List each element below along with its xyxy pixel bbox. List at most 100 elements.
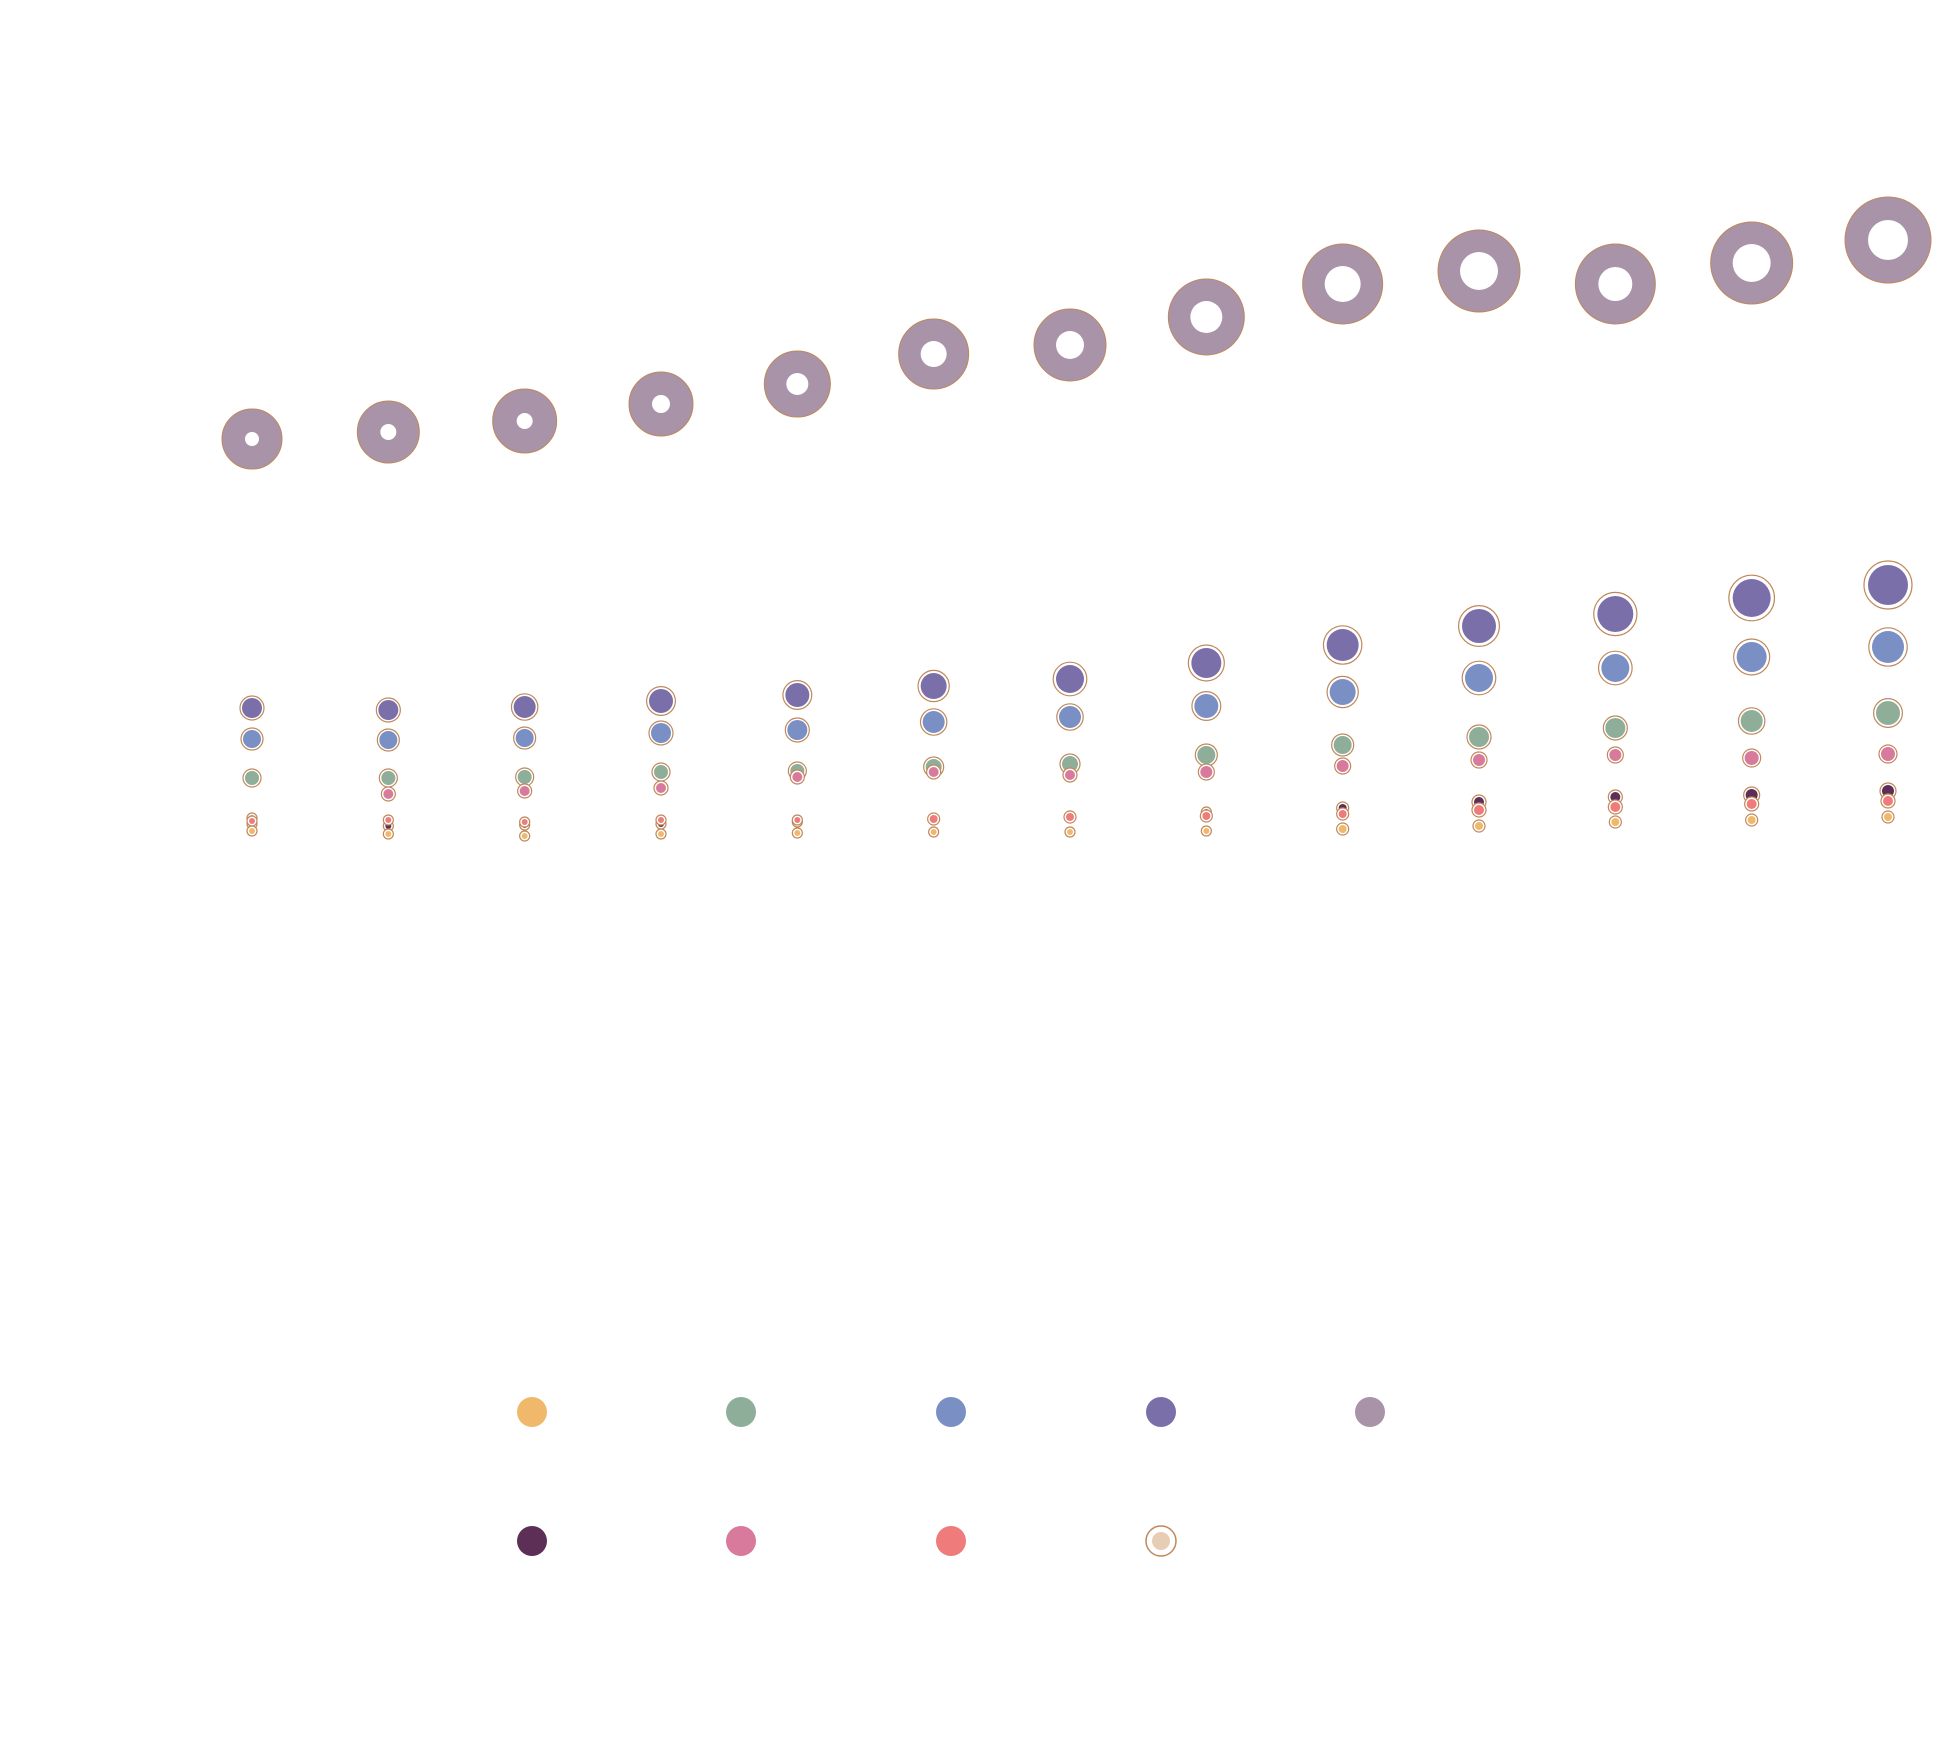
point-hole-mauve-11 [1598, 267, 1633, 301]
point-purple-1 [242, 698, 262, 718]
point-green-12 [1740, 710, 1763, 732]
point-blue-5 [787, 720, 808, 740]
point-green-11 [1605, 718, 1626, 738]
point-pink-8 [1200, 766, 1213, 778]
point-blue-13 [1872, 631, 1904, 663]
legend-swatch-0 [517, 1397, 547, 1427]
point-blue-4 [651, 723, 671, 743]
point-blue-6 [922, 711, 945, 733]
point-pink-7 [1065, 770, 1075, 780]
chart-marks [221, 196, 1932, 842]
point-plum-11 [1610, 792, 1621, 802]
point-coral-12 [1746, 799, 1757, 809]
point-hole-mauve-1 [245, 432, 259, 446]
series-coral [246, 793, 1896, 828]
point-pink-9 [1336, 760, 1349, 772]
point-green-13 [1876, 701, 1900, 725]
point-hole-mauve-4 [652, 395, 670, 413]
legend-swatch-5 [517, 1526, 547, 1556]
point-blue-11 [1601, 654, 1630, 682]
point-orange-11 [1611, 818, 1620, 826]
point-blue-12 [1736, 642, 1767, 672]
point-coral-11 [1610, 802, 1621, 812]
point-orange-6 [930, 829, 937, 835]
point-green-10 [1469, 727, 1489, 747]
point-blue-10 [1465, 664, 1493, 692]
series-pink [246, 744, 1898, 824]
point-purple-2 [378, 700, 399, 720]
point-pink-13 [1881, 747, 1895, 761]
point-green-8 [1197, 746, 1216, 764]
point-orange-12 [1747, 816, 1756, 824]
point-hole-mauve-7 [1056, 331, 1084, 359]
point-blue-3 [515, 729, 534, 747]
point-blue-2 [379, 731, 398, 749]
point-orange-13 [1884, 813, 1892, 821]
point-coral-13 [1883, 796, 1893, 806]
series-orange [246, 810, 1895, 842]
point-purple-4 [649, 689, 673, 713]
point-coral-2 [385, 817, 392, 823]
point-hole-mauve-5 [786, 373, 809, 395]
legend-swatch-1 [726, 1397, 756, 1427]
point-green-4 [654, 765, 668, 779]
point-coral-10 [1474, 805, 1484, 815]
point-coral-4 [658, 817, 664, 823]
point-coral-6 [929, 815, 938, 823]
point-purple-11 [1597, 596, 1634, 632]
point-purple-10 [1462, 609, 1496, 643]
point-blue-1 [243, 730, 261, 748]
legend-swatch-4 [1355, 1397, 1385, 1427]
legend-swatch-8 [1152, 1532, 1170, 1550]
point-coral-8 [1202, 812, 1211, 820]
series-blue [240, 627, 1908, 752]
point-pink-6 [928, 767, 939, 777]
point-pink-5 [792, 772, 803, 782]
point-orange-3 [521, 833, 528, 839]
point-hole-mauve-12 [1732, 244, 1771, 282]
point-pink-11 [1609, 749, 1622, 761]
point-orange-8 [1203, 828, 1210, 834]
legend-swatch-6 [726, 1526, 756, 1556]
point-plum-13 [1882, 785, 1894, 797]
point-hole-mauve-6 [920, 341, 947, 367]
point-green-9 [1333, 736, 1352, 754]
point-purple-9 [1326, 629, 1359, 661]
point-pink-3 [519, 786, 530, 796]
point-orange-9 [1338, 825, 1347, 833]
legend-swatch-7 [936, 1526, 966, 1556]
point-blue-7 [1059, 706, 1081, 728]
point-pink-2 [383, 789, 394, 799]
series-purple [239, 560, 1913, 723]
point-purple-8 [1191, 648, 1222, 678]
point-purple-5 [785, 683, 810, 707]
point-coral-9 [1338, 810, 1347, 818]
legend-swatch-3 [1146, 1397, 1176, 1427]
point-green-2 [381, 771, 396, 785]
point-hole-mauve-3 [516, 413, 533, 429]
point-green-7 [1062, 756, 1078, 772]
point-orange-7 [1067, 829, 1073, 835]
series-plum [246, 782, 1897, 832]
point-blue-8 [1194, 694, 1219, 718]
point-orange-2 [385, 831, 392, 837]
point-coral-1 [249, 818, 255, 824]
point-purple-13 [1868, 565, 1908, 605]
point-purple-12 [1732, 579, 1771, 617]
point-hole-mauve-13 [1868, 220, 1908, 260]
point-purple-3 [513, 696, 536, 718]
point-pink-12 [1744, 751, 1759, 765]
point-coral-5 [794, 817, 801, 823]
point-orange-4 [658, 831, 664, 837]
chart-legend [517, 1397, 1385, 1557]
point-green-1 [245, 771, 259, 785]
point-coral-3 [521, 819, 528, 825]
point-hole-mauve-2 [380, 424, 397, 440]
point-purple-7 [1056, 665, 1084, 693]
series-mauve [221, 196, 1932, 470]
point-hole-mauve-9 [1324, 266, 1361, 302]
point-orange-10 [1475, 822, 1483, 830]
point-pink-4 [656, 783, 666, 793]
series-green [242, 697, 1903, 788]
